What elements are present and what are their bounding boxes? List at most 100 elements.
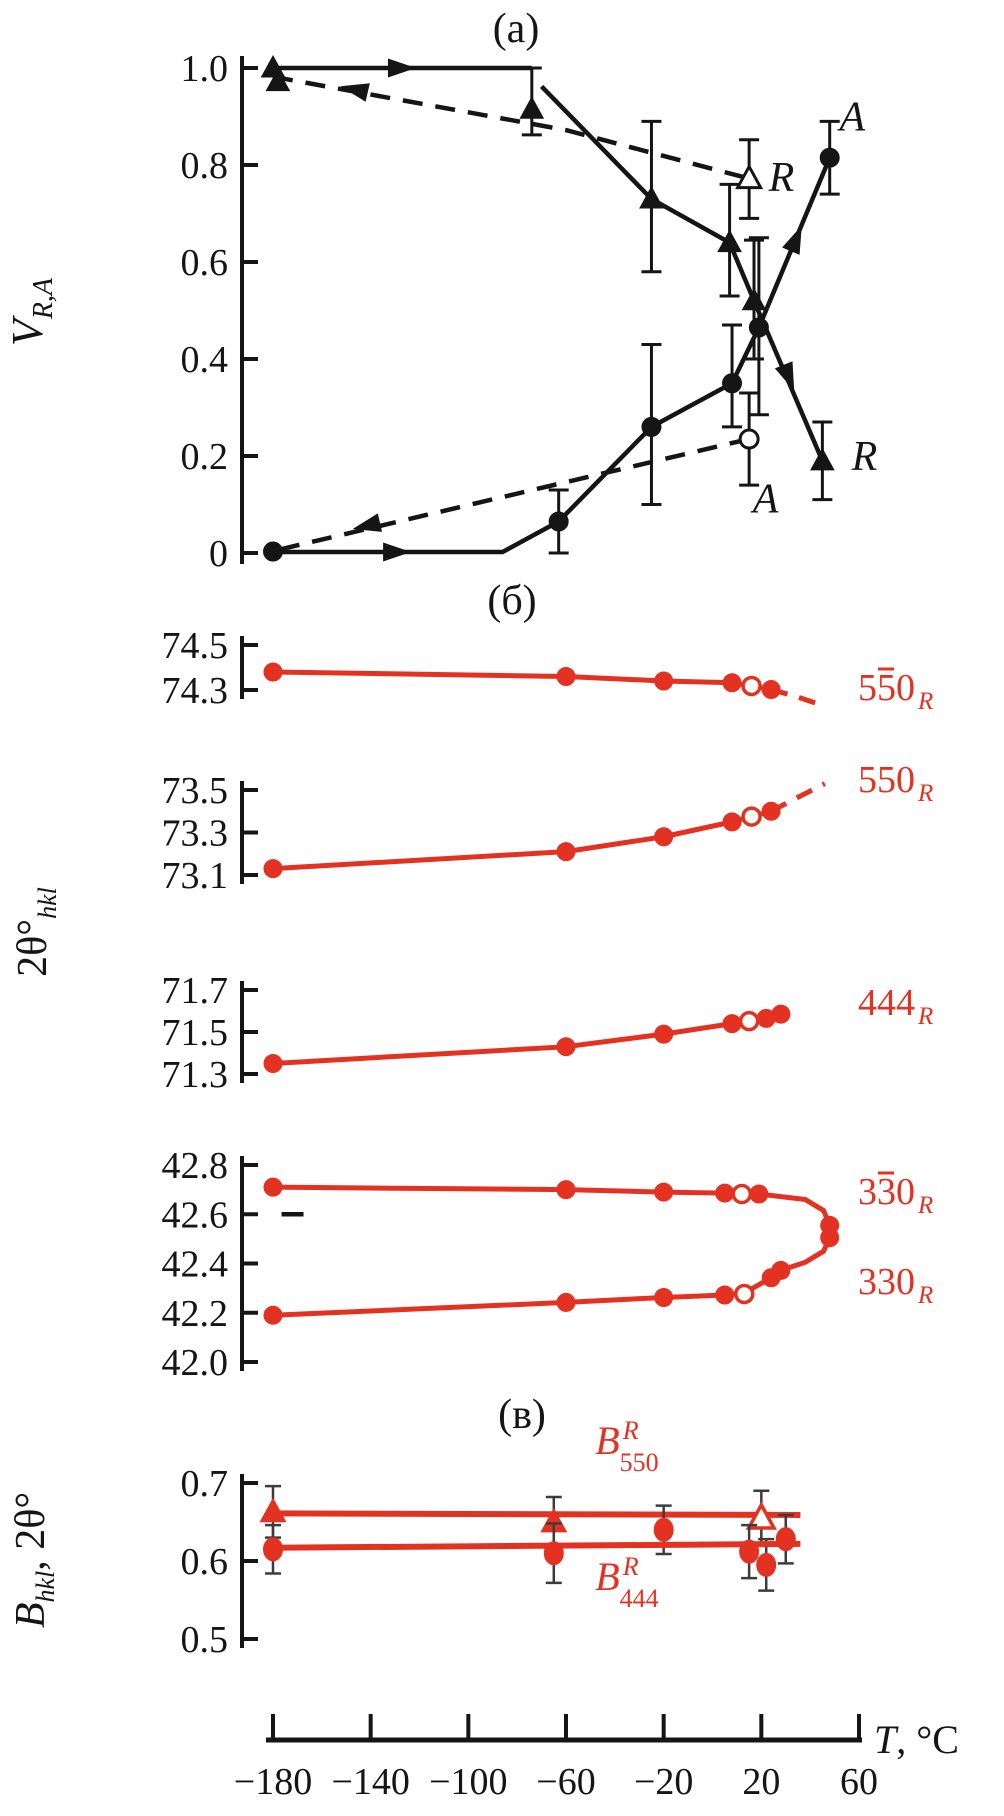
label: R: [917, 1003, 933, 1030]
triangle-marker: [741, 287, 767, 311]
temperature-axis: −180 −140 −100 −60 −20 20 60T, °C: [234, 1714, 959, 1803]
circle-marker: [556, 842, 576, 862]
phase-label-A: A: [750, 477, 779, 523]
phase-label-R: R: [768, 155, 795, 201]
circle-marker: [654, 1024, 674, 1044]
x-tick-label: −20: [634, 1761, 693, 1803]
y-tick-label: 0.2: [181, 436, 229, 478]
circle-marker: [653, 1517, 674, 1542]
circle-marker: [548, 511, 569, 532]
panel-b-title: (б): [487, 578, 536, 624]
triangle-marker: [259, 1497, 287, 1523]
circle-marker: [556, 1180, 576, 1200]
x-tick-label: −100: [429, 1761, 507, 1803]
bracket-axis: 74.574.3: [162, 625, 258, 712]
direction-arrow: [387, 58, 416, 78]
circle-marker: [722, 373, 743, 394]
triangle-marker: [639, 185, 664, 209]
panel-a-title: (a): [493, 6, 540, 52]
circle-marker: [263, 1305, 283, 1325]
open-circle-marker: [738, 1010, 760, 1032]
circle-marker: [654, 827, 674, 847]
direction-arrow: [782, 225, 802, 255]
panel-b-subplot-3: 71.771.571.3 444 R: [162, 970, 934, 1096]
panel-b-subplot-2: 73.573.373.1 550 R: [162, 759, 934, 897]
series-v-r-heating: R: [260, 54, 878, 502]
circle-marker: [641, 416, 662, 437]
y-tick-label: 73.5: [162, 770, 229, 812]
x-tick-label: 60: [840, 1761, 878, 1803]
y-tick-label: 0.8: [181, 145, 229, 187]
circle-marker: [739, 1539, 760, 1564]
circle-marker: [748, 317, 769, 338]
y-tick-label: 74.3: [162, 670, 229, 712]
y-tick-label: 71.7: [162, 970, 229, 1012]
circle-marker: [654, 671, 674, 691]
label: 550: [858, 667, 915, 709]
circle-marker: [263, 1537, 283, 1562]
series-v-r-cooling: R: [265, 68, 795, 220]
circle-marker: [543, 1541, 564, 1566]
circle-marker: [654, 1182, 674, 1202]
label: R: [917, 1282, 933, 1309]
panel-b-y-axis-title: 2θ°hkl: [10, 887, 62, 977]
circle-marker: [263, 1177, 283, 1197]
direction-arrow: [774, 361, 795, 391]
direction-arrow: [352, 513, 383, 532]
phase-label-R: R: [851, 434, 878, 480]
y-tick-label: 42.8: [162, 1145, 229, 1187]
panel-c-title: (в): [498, 1392, 546, 1438]
y-tick-label: 73.3: [162, 813, 229, 855]
phase-label-A: A: [836, 95, 865, 141]
series-label-b444: B R 444: [595, 1552, 658, 1613]
y-tick-label: 74.5: [162, 625, 229, 667]
series-b444: B R 444: [263, 1504, 801, 1613]
circle-marker: [761, 801, 781, 821]
series-v-a-cooling: A: [272, 391, 779, 554]
series-v-a-heating: A: [263, 95, 865, 562]
circle-marker: [263, 1054, 283, 1073]
y-tick-label: 71.3: [162, 1054, 229, 1096]
label: 550: [858, 759, 915, 801]
open-triangle-marker: [745, 1501, 777, 1530]
open-circle-marker: [741, 806, 762, 827]
bracket-axis: 71.771.571.3: [162, 970, 258, 1096]
triangle-marker: [519, 96, 545, 119]
x-tick-label: −140: [331, 1761, 409, 1803]
bracket-axis: 0.7 0.6 0.5: [181, 1463, 258, 1661]
bracket-axis: 42.8 42.6 42.4 42.2 42.0: [162, 1145, 258, 1384]
circle-marker: [771, 1004, 791, 1024]
circle-marker: [722, 673, 742, 693]
reflection-label: 330 R: [858, 1171, 933, 1219]
circle-marker: [654, 1287, 674, 1307]
label: 330: [858, 1261, 915, 1303]
x-tick-label: 20: [742, 1761, 780, 1803]
y-tick-label: 0.4: [181, 339, 229, 381]
circle-marker: [263, 541, 283, 562]
reflection-label: 444 R: [858, 982, 933, 1030]
panel-c: (в) Bhkl, 2θ° 0.7 0.6 0.5 B R 550 B R 444: [8, 1392, 801, 1661]
circle-marker: [715, 1183, 735, 1203]
open-circle-marker: [733, 1283, 755, 1305]
circle-marker: [819, 147, 840, 168]
circle-marker: [749, 1184, 769, 1204]
direction-arrow: [383, 542, 412, 562]
y-tick-label: 1.0: [181, 48, 229, 90]
y-tick-label: 0.6: [181, 242, 229, 284]
reflection-label: 550 R: [858, 667, 933, 715]
circle-marker: [775, 1527, 796, 1552]
x-axis-title: T, °C: [874, 1717, 959, 1762]
circle-marker: [556, 1037, 576, 1057]
circle-marker: [761, 1268, 781, 1288]
triangle-marker: [810, 447, 835, 471]
bracket-axis: 73.573.373.1: [162, 770, 258, 897]
label: R: [917, 688, 933, 715]
label: 330: [858, 1171, 915, 1213]
y-tick-label: 42.0: [162, 1342, 229, 1384]
panel-a-y-axis: 1.0 0.8 0.6 0.4 0.2 0: [181, 48, 258, 575]
